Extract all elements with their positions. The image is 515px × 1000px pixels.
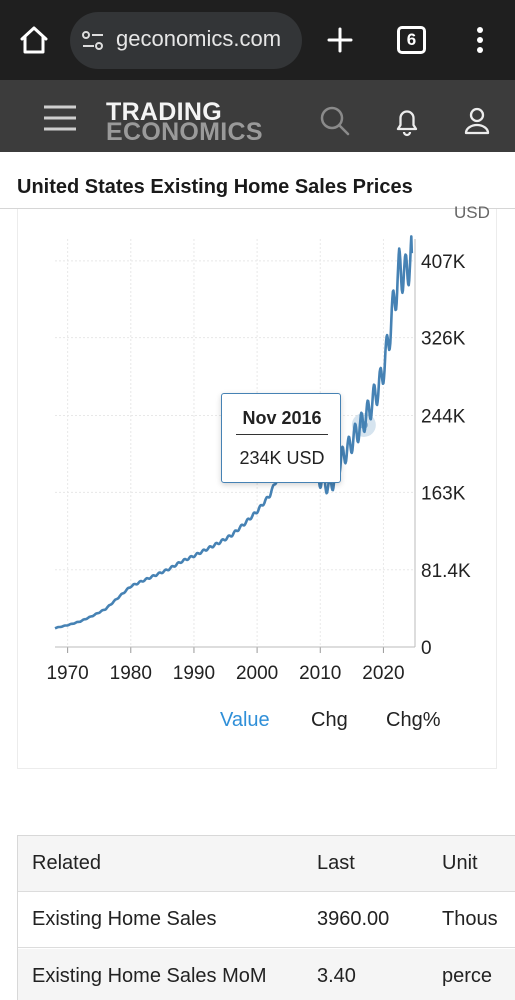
plus-icon — [327, 27, 353, 53]
url-text[interactable]: geconomics.com — [116, 26, 282, 51]
page-title: United States Existing Home Sales Prices — [17, 176, 413, 198]
x-tick-label: 2010 — [299, 663, 341, 684]
search-icon — [320, 106, 350, 136]
tab-value[interactable]: Value — [220, 709, 270, 731]
notifications-button[interactable] — [390, 104, 424, 138]
site-logo[interactable]: TRADING ECONOMICS — [106, 98, 281, 146]
tooltip-date: Nov 2016 — [242, 408, 322, 428]
series-line — [54, 235, 414, 630]
row-unit: Thous — [442, 908, 498, 930]
search-button[interactable] — [318, 104, 352, 138]
x-tick-label: 2020 — [362, 663, 404, 684]
logo-trading: TRADING — [106, 98, 222, 126]
y-tick-label: 163K — [421, 483, 466, 504]
tab-switcher-button[interactable]: 6 — [397, 26, 426, 54]
more-vert-icon — [477, 27, 483, 53]
tab-chg[interactable]: Chg — [311, 709, 348, 731]
site-header — [0, 80, 515, 152]
related-table: Related Last Unit Existing Home Sales 39… — [17, 835, 515, 1000]
browser-toolbar: geconomics.com 6 — [0, 0, 515, 80]
home-icon — [20, 26, 48, 54]
header-last: Last — [317, 852, 355, 874]
x-tick-label: 1970 — [46, 663, 88, 684]
x-tick-label: 2000 — [236, 663, 278, 684]
y-tick-label: 407K — [421, 252, 466, 273]
menu-button[interactable] — [42, 104, 78, 132]
table-row[interactable]: Existing Home Sales 3960.00 Thous — [18, 892, 515, 948]
tooltip-value: 234K USD — [239, 448, 325, 468]
row-name-link[interactable]: Existing Home Sales MoM — [32, 965, 267, 987]
more-menu-button[interactable] — [468, 22, 492, 58]
y-tick-label: 244K — [421, 406, 466, 427]
site-settings-icon[interactable] — [80, 28, 106, 54]
y-tick-label: 0 — [421, 638, 432, 659]
chart-mode-tabs: Value Chg Chg% — [18, 709, 498, 739]
table-row[interactable]: Existing Home Sales MoM 3.40 perce — [18, 949, 515, 1000]
x-tick-label: 1990 — [173, 663, 215, 684]
y-tick-label: 81.4K — [421, 561, 471, 582]
header-unit: Unit — [442, 852, 478, 874]
row-name-link[interactable]: Existing Home Sales — [32, 908, 217, 930]
user-icon — [464, 107, 490, 135]
hamburger-icon — [44, 105, 76, 131]
row-last-value: 3.40 — [317, 965, 356, 987]
address-bar[interactable]: geconomics.com — [70, 12, 302, 69]
logo-economics: ECONOMICS — [106, 118, 263, 146]
chart-card: USD 0 81.4K 163K 244K 326K 407K 1970 1980 1990 20… — [17, 203, 498, 769]
chart-tooltip: Nov 2016 234K USD — [221, 393, 341, 483]
chart-unit: USD — [454, 203, 490, 222]
x-tick-label: 1980 — [110, 663, 152, 684]
title-divider — [0, 208, 515, 209]
tooltip-divider — [236, 434, 328, 435]
y-tick-label: 326K — [421, 329, 466, 350]
row-unit: perce — [442, 965, 493, 987]
price-chart[interactable]: 0 81.4K 163K 244K 326K 407K 1970 1980 1990 2000 20… — [18, 209, 498, 769]
account-button[interactable] — [460, 104, 494, 138]
new-tab-button[interactable] — [322, 22, 358, 58]
bell-icon — [396, 110, 418, 137]
table-header-row: Related Last Unit — [18, 836, 515, 892]
row-last-value: 3960.00 — [317, 908, 390, 930]
home-button[interactable] — [14, 20, 54, 60]
tab-chg-percent[interactable]: Chg% — [386, 709, 441, 731]
hover-point — [359, 420, 368, 429]
header-related: Related — [32, 852, 101, 874]
